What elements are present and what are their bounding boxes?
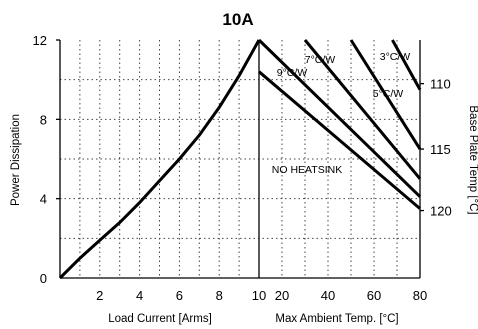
x-tick-label: 6	[176, 288, 183, 303]
series-line	[349, 39, 422, 150]
y-axis-label-right: Base Plate Temp [°C]	[467, 105, 478, 214]
grid	[60, 40, 420, 278]
series-line	[303, 39, 422, 180]
y2-tick-label: 120	[430, 204, 452, 219]
y2-tick-label: 115	[430, 142, 451, 157]
x-tick-label: 8	[216, 288, 223, 303]
y-tick-label: 12	[33, 33, 47, 48]
y2-tick-label: 110	[430, 77, 451, 92]
x-tick-label: 2	[96, 288, 103, 303]
x-axis-label-right: Max Ambient Temp. [°C]	[275, 313, 398, 325]
x-tick-label: 80	[413, 288, 427, 303]
y-tick-label: 4	[40, 192, 47, 207]
x-tick-label: 40	[321, 288, 335, 303]
series-label-3: 3°C/W	[380, 51, 411, 63]
series-label-5: 5°C/W	[373, 88, 404, 100]
annotation-no-heatsink: NO HEATSINK	[272, 164, 342, 176]
x-tick-label: 4	[136, 288, 143, 303]
y-tick-label: 0	[40, 271, 47, 286]
y-axis-label-left: Power Dissipation	[10, 114, 22, 206]
x-axis-label-left: Load Current [Arms]	[108, 313, 212, 325]
series-power-curve	[58, 39, 261, 280]
series-label-7: 7°C/W	[305, 54, 336, 66]
series-lines	[58, 38, 422, 280]
chart-title: 10A	[222, 10, 253, 29]
x-tick-label: 10	[252, 288, 266, 303]
series-line	[258, 70, 421, 210]
plot-frame	[56, 39, 424, 279]
series-line	[391, 39, 422, 91]
y-tick-label: 8	[40, 112, 47, 127]
x-tick-label: 20	[275, 288, 289, 303]
series-line	[257, 38, 422, 198]
tick-labels: 2 4 6 8 10 20 40 60 80 0 4 8 12 110 115 120	[33, 33, 452, 303]
x-tick-label: 60	[367, 288, 381, 303]
series-label-9: 9°C/W	[277, 67, 308, 79]
